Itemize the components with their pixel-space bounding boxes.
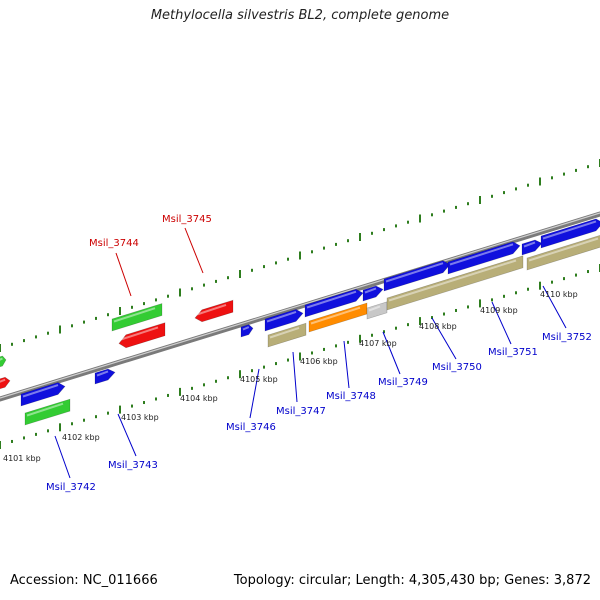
forward-cds-msil-3750 [383, 260, 451, 292]
gene-msil-3742 [24, 398, 71, 426]
gene-label-msil-3750: Msil_3750 [432, 362, 482, 373]
forward-cds-msil-3743 [94, 368, 116, 385]
reverse-cds-msil-3744 [118, 322, 166, 349]
kbp-label-4109: 4109 kbp [480, 306, 518, 315]
leader-msil-3745 [184, 227, 204, 274]
genome-backbone [0, 211, 600, 402]
gene-label-msil-3744: Msil_3744 [89, 238, 139, 249]
forward-cds-msil-3750-highlight [385, 262, 444, 283]
kbp-label-4110: 4110 kbp [540, 290, 578, 299]
forward-cds-msil-3742-highlight [22, 384, 59, 398]
gene-reverse-msil-3747-highlight [269, 326, 300, 339]
reverse-cds-msil-3745 [194, 299, 234, 323]
forward-cds-msil-3748 [304, 288, 364, 318]
gene-label-msil-3743: Msil_3743 [108, 460, 158, 471]
leader-msil-3751 [491, 301, 512, 345]
reverse-cds-edge-highlight [0, 378, 6, 383]
leader-msil-3749 [382, 331, 401, 375]
gene-label-msil-3745: Msil_3745 [162, 214, 212, 225]
gene-label-msil-3752: Msil_3752 [542, 332, 592, 343]
gene-features [0, 218, 600, 426]
leader-msil-3743 [117, 413, 137, 457]
reverse-cds-edge [0, 376, 11, 390]
forward-cds-msil-3752 [521, 239, 543, 256]
accession-number: Accession: NC_011666 [10, 573, 158, 588]
forward-cds-msil-3752b-highlight [542, 220, 597, 240]
gene-reverse-msil-3750-highlight [388, 259, 517, 302]
pseudo-msil-3749 [366, 301, 388, 320]
label-leader-lines [54, 227, 567, 479]
gene-label-msil-3748: Msil_3748 [326, 391, 376, 402]
pseudo-msil-3749-highlight [368, 305, 381, 312]
forward-cds-msil-3746 [240, 324, 254, 338]
forward-cds-msil-3749 [362, 285, 384, 302]
kbp-label-4104: 4104 kbp [180, 394, 218, 403]
kbp-label-4106: 4106 kbp [300, 357, 338, 366]
rna-msil-3748-highlight [310, 306, 361, 325]
gene-edge [0, 355, 7, 368]
gene-reverse-msil-3752-highlight [528, 237, 599, 262]
gene-msil-3744-highlight [113, 307, 156, 323]
kbp-label-4103: 4103 kbp [121, 413, 159, 422]
leader-msil-3742 [54, 435, 71, 479]
reverse-cds-msil-3745-highlight [196, 303, 227, 316]
reverse-cds-msil-3744-highlight [120, 326, 159, 341]
forward-cds-msil-3742 [20, 382, 66, 407]
gene-label-msil-3747: Msil_3747 [276, 406, 326, 417]
gene-reverse-msil-3747 [267, 322, 307, 348]
page-title: Methylocella silvestris BL2, complete ge… [150, 8, 450, 23]
genome-backbone-highlight [0, 212, 600, 399]
forward-cds-msil-3751 [447, 241, 521, 275]
genome-summary: Topology: circular; Length: 4,305,430 bp… [233, 573, 591, 588]
forward-cds-msil-3751-highlight [449, 243, 514, 266]
gene-reverse-msil-3750 [386, 255, 524, 311]
genome-backbone-line [0, 211, 600, 402]
forward-cds-msil-3747-highlight [266, 310, 297, 323]
gene-label-msil-3749: Msil_3749 [378, 377, 428, 388]
leader-msil-3746 [249, 368, 260, 419]
leader-msil-3748 [343, 340, 350, 389]
kbp-label-4102: 4102 kbp [62, 433, 100, 442]
forward-cds-msil-3749-highlight [364, 287, 377, 294]
kbp-label-4107: 4107 kbp [359, 339, 397, 348]
gene-msil-3742-highlight [26, 402, 64, 417]
forward-cds-msil-3747 [264, 309, 304, 332]
gene-label-msil-3751: Msil_3751 [488, 347, 538, 358]
leader-msil-3752 [542, 285, 567, 329]
forward-cds-msil-3746-highlight [242, 326, 250, 331]
kbp-label-4105: 4105 kbp [240, 375, 278, 384]
tick-marks [0, 159, 600, 449]
leader-msil-3750 [431, 317, 457, 360]
gene-reverse-msil-3752 [526, 235, 600, 271]
kbp-label-4108: 4108 kbp [419, 322, 457, 331]
gene-edge-highlight [0, 357, 3, 361]
kbp-label-4101: 4101 kbp [3, 454, 41, 463]
forward-cds-msil-3743-highlight [96, 370, 109, 377]
gene-label-msil-3742: Msil_3742 [46, 482, 96, 493]
forward-cds-msil-3748-highlight [306, 290, 357, 309]
forward-cds-msil-3752-highlight [523, 241, 536, 248]
gene-msil-3744 [111, 303, 163, 332]
leader-msil-3744 [115, 252, 132, 297]
leader-msil-3747 [292, 351, 298, 403]
gene-label-msil-3746: Msil_3746 [226, 422, 276, 433]
